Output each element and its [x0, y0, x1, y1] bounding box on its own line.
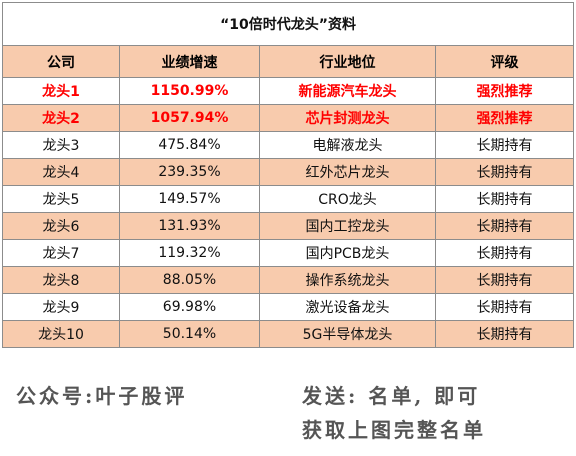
cell-position: 红外芯片龙头 [259, 158, 436, 186]
table-row: 龙头5 149.57% CRO龙头 长期持有 [2, 185, 575, 213]
cell-company: 龙头8 [2, 266, 120, 294]
cell-rating: 强烈推荐 [434, 104, 575, 132]
footer-instruction-line2: 获取上图完整名单 [302, 418, 486, 442]
cell-growth: 475.84% [119, 131, 260, 159]
footer-account: 公众号:叶子股评 [16, 384, 188, 408]
cell-company: 龙头5 [2, 185, 120, 213]
leaders-table: “10倍时代龙头”资料 公司 业绩增速 行业地位 评级 龙头1 1150.99% 新… [1, 2, 575, 348]
cell-company: 龙头6 [2, 212, 120, 240]
header-company: 公司 [2, 45, 120, 78]
cell-company: 龙头10 [2, 320, 120, 348]
table-row: 龙头9 69.98% 激光设备龙头 长期持有 [2, 293, 575, 321]
cell-position: 操作系统龙头 [259, 266, 436, 294]
cell-rating: 长期持有 [434, 185, 575, 213]
cell-position: 5G半导体龙头 [259, 320, 436, 348]
table-title: “10倍时代龙头”资料 [1, 2, 575, 46]
table-row: 龙头6 131.93% 国内工控龙头 长期持有 [2, 212, 575, 240]
cell-position: 电解液龙头 [259, 131, 436, 159]
cell-rating: 长期持有 [434, 158, 575, 186]
header-position: 行业地位 [259, 45, 436, 78]
cell-position: CRO龙头 [259, 185, 436, 213]
footer-instruction-line1: 发送: 名单, 即可 [302, 384, 481, 408]
cell-company: 龙头9 [2, 293, 120, 321]
header-row: 公司 业绩增速 行业地位 评级 [2, 45, 575, 78]
cell-rating: 长期持有 [434, 293, 575, 321]
table-row: 龙头7 119.32% 国内PCB龙头 长期持有 [2, 239, 575, 267]
cell-company: 龙头2 [2, 104, 120, 132]
cell-rating: 长期持有 [434, 239, 575, 267]
cell-rating: 长期持有 [434, 320, 575, 348]
cell-growth: 50.14% [119, 320, 260, 348]
table-row: 龙头3 475.84% 电解液龙头 长期持有 [2, 131, 575, 159]
cell-growth: 69.98% [119, 293, 260, 321]
table-row: 龙头1 1150.99% 新能源汽车龙头 强烈推荐 [2, 77, 575, 105]
cell-growth: 88.05% [119, 266, 260, 294]
cell-position: 激光设备龙头 [259, 293, 436, 321]
cell-position: 新能源汽车龙头 [259, 77, 436, 105]
cell-position: 芯片封测龙头 [259, 104, 436, 132]
header-rating: 评级 [434, 45, 575, 78]
cell-growth: 131.93% [119, 212, 260, 240]
cell-rating: 强烈推荐 [434, 77, 575, 105]
header-growth: 业绩增速 [119, 45, 260, 78]
cell-growth: 119.32% [119, 239, 260, 267]
cell-position: 国内PCB龙头 [259, 239, 436, 267]
cell-growth: 1057.94% [119, 104, 260, 132]
cell-rating: 长期持有 [434, 212, 575, 240]
cell-growth: 149.57% [119, 185, 260, 213]
cell-rating: 长期持有 [434, 131, 575, 159]
cell-growth: 239.35% [119, 158, 260, 186]
cell-position: 国内工控龙头 [259, 212, 436, 240]
table-row: 龙头4 239.35% 红外芯片龙头 长期持有 [2, 158, 575, 186]
cell-company: 龙头3 [2, 131, 120, 159]
cell-company: 龙头4 [2, 158, 120, 186]
table-row: 龙头2 1057.94% 芯片封测龙头 强烈推荐 [2, 104, 575, 132]
cell-rating: 长期持有 [434, 266, 575, 294]
cell-growth: 1150.99% [119, 77, 260, 105]
table-row: 龙头8 88.05% 操作系统龙头 长期持有 [2, 266, 575, 294]
cell-company: 龙头7 [2, 239, 120, 267]
cell-company: 龙头1 [2, 77, 120, 105]
table-row: 龙头10 50.14% 5G半导体龙头 长期持有 [2, 320, 575, 348]
